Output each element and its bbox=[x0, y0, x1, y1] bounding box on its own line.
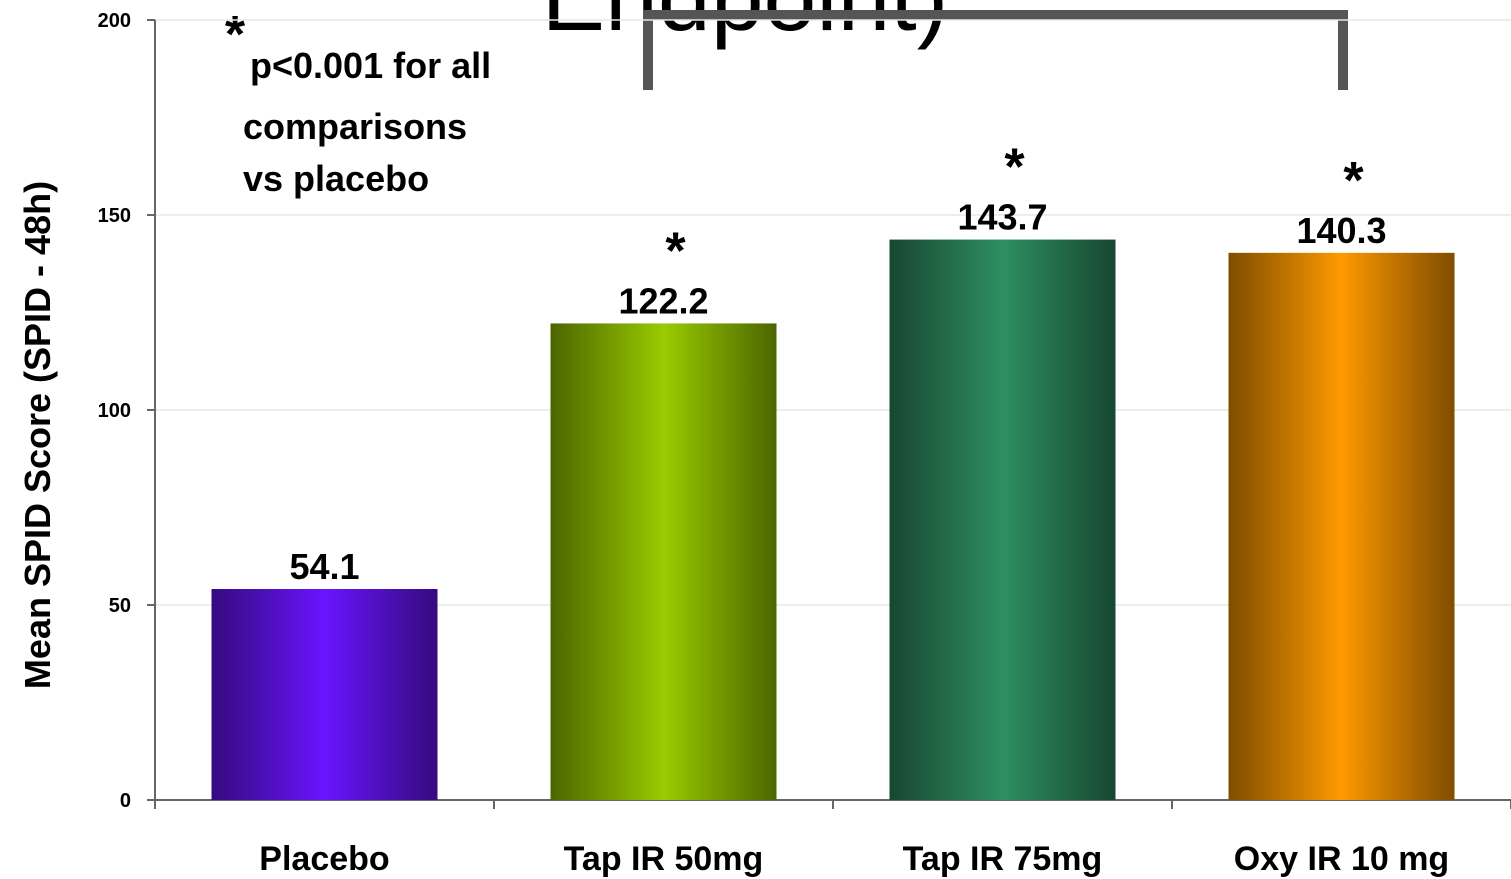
value-label: 140.3 bbox=[1296, 210, 1386, 251]
comparison-bracket bbox=[643, 10, 1348, 90]
y-tick-label: 50 bbox=[109, 595, 131, 617]
x-tick-label: Tap IR 75mg bbox=[903, 840, 1103, 878]
footnote-marker: * bbox=[225, 6, 246, 64]
bar bbox=[1228, 252, 1455, 800]
bar bbox=[211, 589, 438, 800]
footnote-line: comparisons bbox=[243, 106, 467, 147]
bar bbox=[550, 323, 777, 800]
value-label: 54.1 bbox=[289, 546, 359, 587]
y-tick-label: 150 bbox=[98, 205, 131, 227]
value-label: 143.7 bbox=[957, 197, 1047, 238]
x-tick-label: Placebo bbox=[259, 840, 389, 878]
x-tick-label: Oxy IR 10 mg bbox=[1234, 840, 1449, 878]
y-tick-label: 0 bbox=[120, 790, 131, 812]
y-axis-label: Mean SPID Score (SPID - 48h) bbox=[17, 181, 58, 689]
bar bbox=[889, 239, 1116, 800]
y-tick-label: 200 bbox=[98, 10, 131, 32]
chart-title: Endpoint) bbox=[542, 0, 949, 51]
footnote-line: p<0.001 for all bbox=[250, 45, 491, 86]
significance-marker: * bbox=[665, 222, 686, 280]
x-tick-label: Tap IR 50mg bbox=[564, 840, 764, 878]
value-label: 122.2 bbox=[618, 280, 708, 321]
significance-marker: * bbox=[1343, 152, 1364, 210]
significance-marker: * bbox=[1004, 139, 1025, 197]
y-tick-label: 100 bbox=[98, 400, 131, 422]
footnote-line: vs placebo bbox=[243, 158, 429, 199]
